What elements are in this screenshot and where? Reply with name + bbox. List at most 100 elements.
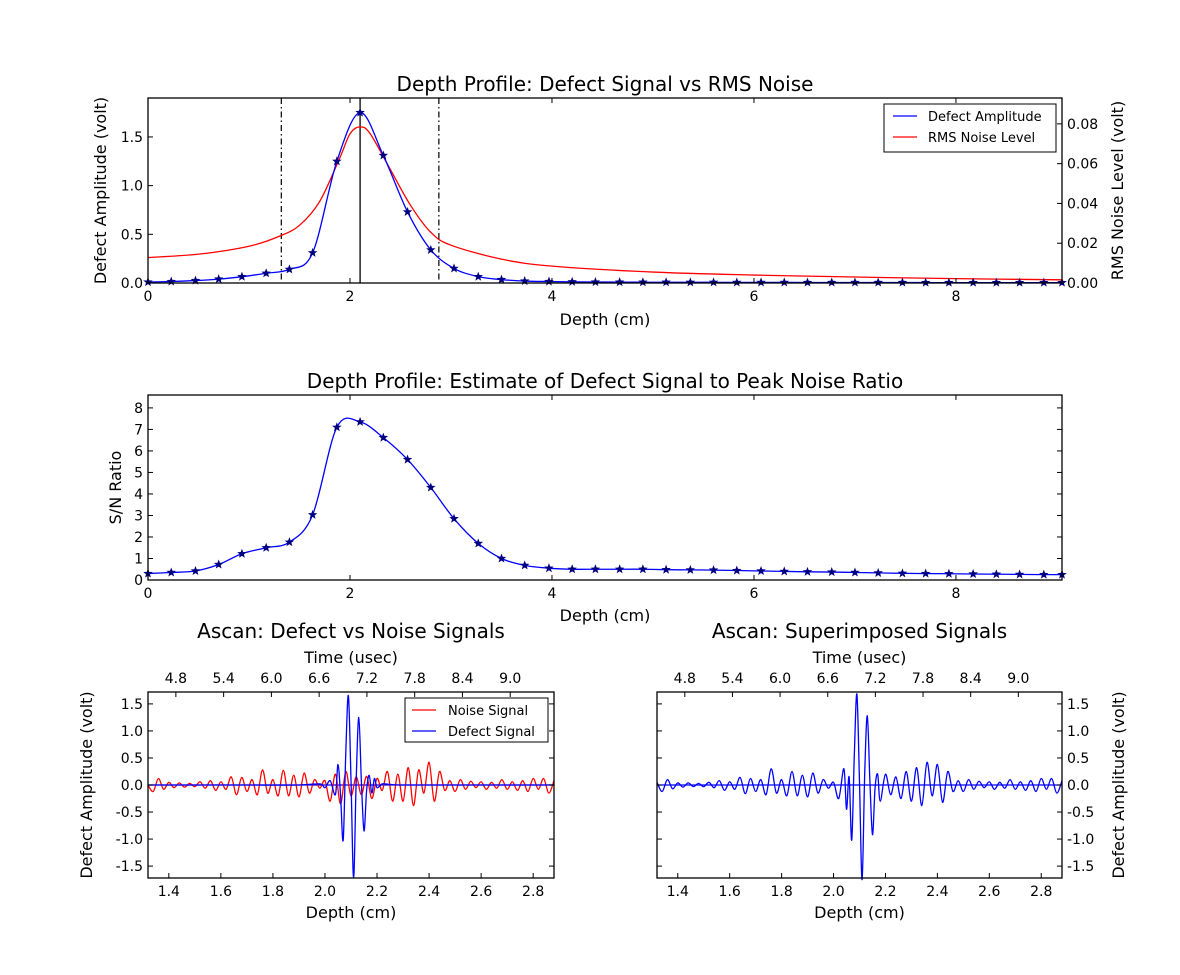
data-point-marker bbox=[284, 537, 295, 547]
x-tick-label: 0 bbox=[144, 289, 153, 305]
data-point-marker bbox=[307, 247, 318, 257]
y2-tick-label: 0.04 bbox=[1067, 196, 1098, 212]
x2-tick-label: 7.8 bbox=[404, 671, 426, 687]
data-point-marker bbox=[685, 564, 696, 574]
data-point-marker bbox=[779, 566, 790, 576]
y-tick-label: -1.0 bbox=[116, 832, 143, 848]
x-axis-label: Depth (cm) bbox=[560, 606, 651, 625]
data-point-marker bbox=[355, 107, 365, 117]
panel-depth-profile-sn-ratio: 0 2 4 6 8 0 1 2 3 4 5 6 7 8 Depth Profile: Estimate of… bbox=[106, 369, 1067, 625]
legend-label-defect-amplitude: Defect Amplitude bbox=[928, 110, 1042, 125]
y2-tick-label: 0.5 bbox=[1067, 751, 1089, 767]
x-tick-label: 1.6 bbox=[210, 884, 232, 900]
x-tick-label: 2.4 bbox=[418, 884, 440, 900]
x-tick-label: 6 bbox=[750, 586, 759, 602]
data-point-marker bbox=[355, 416, 365, 426]
series-line-rms-noise bbox=[147, 126, 1063, 281]
data-point-marker bbox=[1039, 569, 1049, 579]
x2-tick-label: 4.8 bbox=[165, 671, 187, 687]
plot-frame bbox=[147, 97, 1063, 284]
data-point-marker bbox=[213, 559, 224, 569]
y-tick-label: 0.5 bbox=[121, 227, 143, 243]
plot-frame bbox=[147, 394, 1063, 581]
y-tick-label: 0.0 bbox=[121, 276, 143, 292]
x-tick-label: 2.8 bbox=[522, 884, 544, 900]
data-point-marker bbox=[732, 277, 742, 287]
y2-tick-label: -0.5 bbox=[1067, 805, 1094, 821]
data-point-marker bbox=[802, 277, 813, 287]
y-axis-label: Defect Amplitude (volt) bbox=[91, 97, 110, 284]
data-point-marker bbox=[826, 277, 837, 287]
x2-tick-label: 9.0 bbox=[1007, 671, 1029, 687]
series-line-sn-ratio bbox=[147, 417, 1063, 576]
y-tick-label: 0.0 bbox=[121, 778, 143, 794]
data-point-marker bbox=[190, 275, 201, 285]
x-tick-label: 4 bbox=[548, 289, 557, 305]
x2-tick-label: 8.4 bbox=[451, 671, 473, 687]
data-point-marker bbox=[661, 277, 671, 287]
data-point-marker bbox=[332, 422, 342, 432]
x-tick-label: 2.0 bbox=[822, 884, 844, 900]
x2-tick-label: 8.4 bbox=[960, 671, 982, 687]
x2-axis-label: Time (usec) bbox=[812, 648, 907, 667]
data-point-marker bbox=[166, 567, 176, 577]
x-axis-label: Depth (cm) bbox=[814, 903, 905, 922]
chart-title: Depth Profile: Estimate of Defect Signal… bbox=[307, 369, 903, 393]
y-axis-label: S/N Ratio bbox=[106, 451, 125, 525]
series-line-a bbox=[656, 693, 1063, 881]
data-point-marker bbox=[307, 509, 318, 519]
data-point-marker bbox=[261, 542, 271, 552]
data-point-marker bbox=[590, 277, 601, 287]
data-point-marker bbox=[332, 156, 342, 166]
y-tick-label: -0.5 bbox=[116, 805, 143, 821]
x-axis-label: Depth (cm) bbox=[560, 310, 651, 329]
y-tick-label: 6 bbox=[134, 444, 143, 460]
data-point-marker bbox=[449, 513, 459, 523]
data-point-marker bbox=[426, 482, 436, 492]
chart-title: Ascan: Defect vs Noise Signals bbox=[197, 619, 505, 643]
data-point-marker bbox=[991, 277, 1002, 287]
data-point-marker bbox=[991, 569, 1002, 579]
data-point-marker bbox=[708, 277, 719, 287]
y-tick-label: 1 bbox=[134, 551, 143, 567]
legend-label-defect-signal: Defect Signal bbox=[448, 725, 535, 740]
y2-tick-label: -1.0 bbox=[1067, 832, 1094, 848]
y-tick-label: 4 bbox=[134, 487, 143, 503]
legend-label-rms-noise: RMS Noise Level bbox=[928, 131, 1035, 146]
data-point-marker bbox=[1014, 277, 1025, 287]
x-tick-label: 1.6 bbox=[719, 884, 741, 900]
y2-tick-label: 0.00 bbox=[1067, 276, 1098, 292]
data-point-marker bbox=[544, 563, 554, 573]
data-point-marker bbox=[779, 277, 790, 287]
x2-tick-label: 7.2 bbox=[864, 671, 886, 687]
data-point-marker bbox=[968, 277, 978, 287]
y-tick-label: 3 bbox=[134, 508, 143, 524]
data-point-marker bbox=[378, 432, 389, 442]
data-point-marker bbox=[802, 566, 813, 576]
x-tick-label: 6 bbox=[750, 289, 759, 305]
x-tick-label: 1.4 bbox=[158, 884, 180, 900]
data-point-marker bbox=[756, 565, 766, 576]
x-tick-label: 1.8 bbox=[262, 884, 284, 900]
x-tick-label: 1.8 bbox=[770, 884, 792, 900]
x2-tick-label: 6.6 bbox=[308, 671, 330, 687]
panel-ascan-superimposed: 1.4 1.6 1.8 2.0 2.2 2.4 2.6 2.8 4.8 5.4 6.0 6.6 7.2 7… bbox=[656, 619, 1128, 922]
x-tick-label: 0 bbox=[144, 586, 153, 602]
y-tick-label: 5 bbox=[134, 465, 143, 481]
x-tick-label: 2.2 bbox=[366, 884, 388, 900]
data-point-marker bbox=[920, 277, 931, 287]
data-point-marker bbox=[897, 277, 908, 287]
data-point-marker bbox=[920, 568, 931, 578]
data-point-marker bbox=[449, 263, 459, 273]
y2-tick-label: 1.0 bbox=[1067, 724, 1089, 740]
data-point-marker bbox=[638, 564, 648, 574]
x2-tick-label: 7.8 bbox=[912, 671, 934, 687]
data-point-marker bbox=[190, 565, 201, 576]
data-point-marker bbox=[402, 454, 413, 464]
data-point-marker bbox=[638, 277, 648, 287]
y2-tick-label: -1.5 bbox=[1067, 859, 1094, 875]
y-tick-label: 7 bbox=[134, 422, 143, 438]
data-point-marker bbox=[519, 560, 530, 570]
data-point-marker bbox=[237, 271, 247, 281]
